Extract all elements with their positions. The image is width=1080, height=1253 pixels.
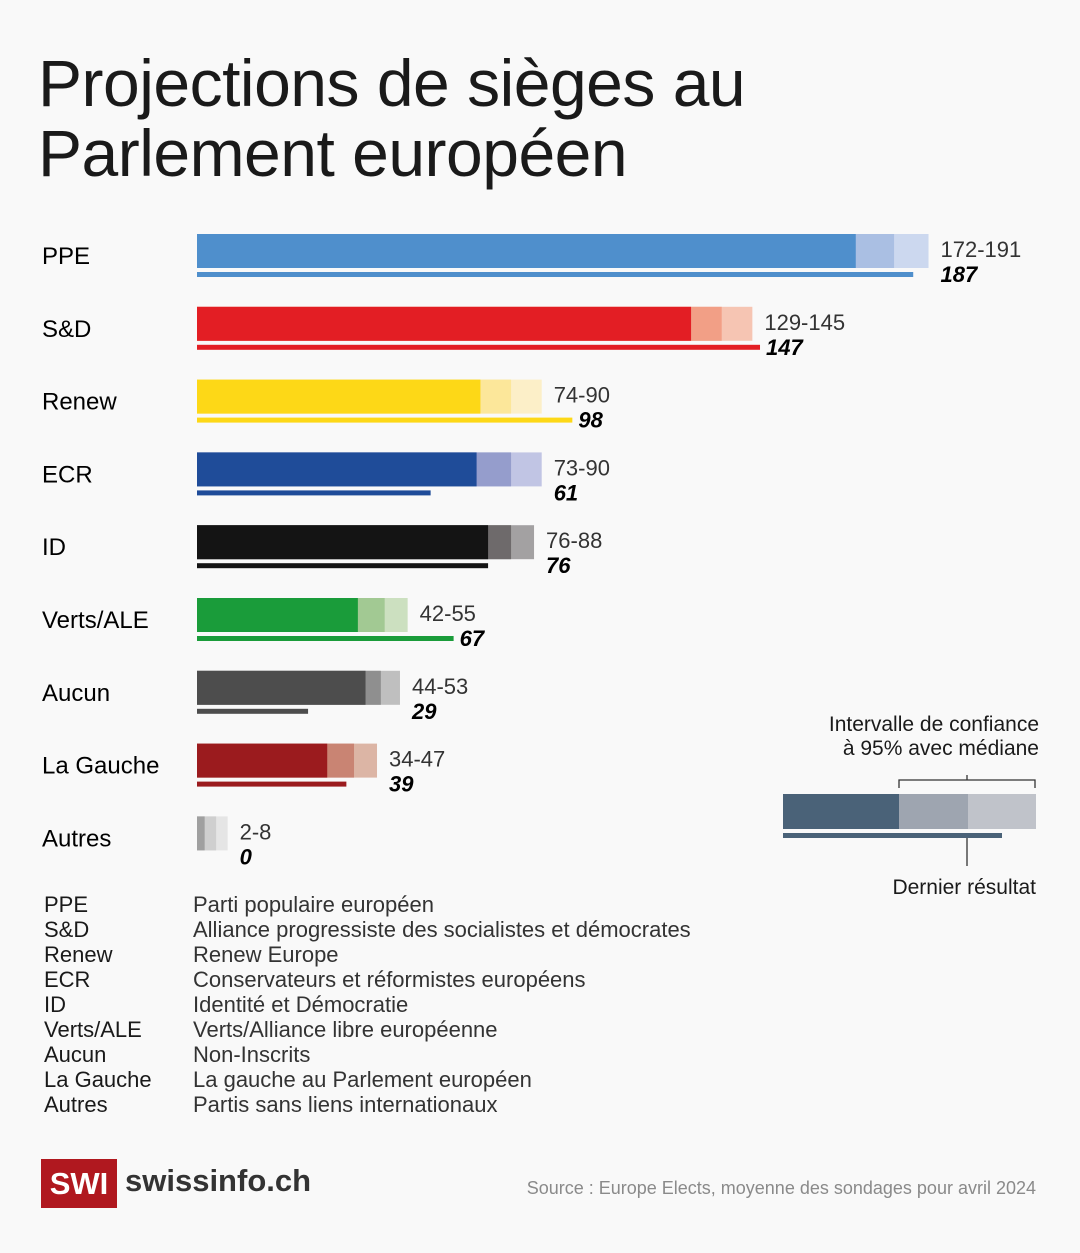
bar-low	[197, 598, 358, 632]
category-label: Aucun	[42, 680, 110, 707]
bar-low	[197, 234, 856, 268]
glossary-abbr: Autres	[44, 1092, 108, 1117]
category-label: Renew	[42, 389, 117, 416]
glossary-full-name: Partis sans liens internationaux	[193, 1092, 498, 1117]
last-result-label: 67	[460, 626, 486, 651]
range-label: 74-90	[554, 383, 610, 408]
bar-low	[197, 670, 366, 705]
bar-last-result	[197, 417, 573, 423]
glossary-abbr: Verts/ALE	[44, 1017, 142, 1042]
swissinfo-logo-text[interactable]: swissinfo.ch	[125, 1163, 312, 1198]
glossary-abbr: Renew	[44, 942, 113, 967]
bar-last-result	[197, 490, 431, 496]
legend-last-label: Dernier résultat	[892, 876, 1036, 899]
glossary-full-name: Identité et Démocratie	[193, 992, 409, 1017]
range-label: 2-8	[240, 819, 272, 844]
glossary-full-name: Parti populaire européen	[193, 892, 434, 917]
glossary-abbr: Aucun	[44, 1042, 107, 1067]
bar-low	[197, 452, 477, 487]
bar-low	[197, 743, 328, 778]
glossary-abbr: ID	[44, 992, 66, 1017]
bar-last-result	[197, 781, 347, 787]
bar-last-result	[197, 344, 761, 350]
category-label: Verts/ALE	[42, 607, 149, 634]
range-label: 73-90	[554, 455, 610, 480]
bar-low	[197, 379, 481, 414]
glossary-full-name: Non-Inscrits	[193, 1042, 311, 1067]
range-label: 44-53	[412, 674, 468, 699]
category-label: S&D	[42, 316, 91, 343]
range-label: 42-55	[420, 601, 476, 626]
range-label: 172-191	[941, 237, 1022, 262]
last-result-label: 98	[578, 408, 603, 433]
glossary-abbr: PPE	[44, 892, 89, 917]
range-label: 129-145	[764, 310, 845, 335]
legend-graphic	[783, 775, 1036, 866]
last-result-label: 61	[554, 480, 578, 505]
bar-low	[197, 816, 205, 851]
last-result-label: 0	[240, 844, 253, 869]
range-label: 34-47	[389, 747, 445, 772]
glossary-abbr: La Gauche	[44, 1067, 152, 1092]
glossary-abbr: ECR	[44, 967, 91, 992]
last-result-label: 39	[389, 772, 414, 797]
legend-ci-label: Intervalle de confiance	[828, 713, 1039, 736]
glossary-full-name: Conservateurs et réformistes européens	[193, 967, 586, 992]
source-note: Source : Europe Elects, moyenne des sond…	[526, 1178, 1036, 1198]
range-label: 76-88	[546, 528, 602, 553]
bar-last-result	[197, 272, 914, 277]
last-result-label: 29	[411, 699, 437, 724]
glossary-full-name: Alliance progressiste des socialistes et…	[193, 917, 691, 942]
category-label: La Gauche	[42, 753, 159, 780]
glossary-full-name: Renew Europe	[193, 942, 339, 967]
bar-last-result	[197, 708, 309, 714]
bar-low	[197, 306, 692, 341]
bar-low	[197, 525, 489, 560]
category-label: ID	[42, 534, 66, 561]
glossary-full-name: La gauche au Parlement européen	[193, 1067, 532, 1092]
glossary-abbr: S&D	[44, 917, 90, 942]
category-label: Autres	[42, 825, 111, 852]
bar-last-result	[197, 563, 489, 569]
legend-ci-label-2: à 95% avec médiane	[842, 737, 1039, 760]
category-label: ECR	[42, 461, 93, 488]
last-result-label: 187	[941, 262, 979, 287]
last-result-label: 147	[766, 335, 804, 360]
category-label: PPE	[42, 243, 90, 270]
glossary-full-name: Verts/Alliance libre européenne	[193, 1017, 498, 1042]
bar-last-result	[197, 636, 454, 641]
page-title: Projections de sièges au Parlement europ…	[38, 46, 746, 190]
swi-logo[interactable]: SWI	[41, 1159, 117, 1208]
last-result-label: 76	[546, 553, 571, 578]
